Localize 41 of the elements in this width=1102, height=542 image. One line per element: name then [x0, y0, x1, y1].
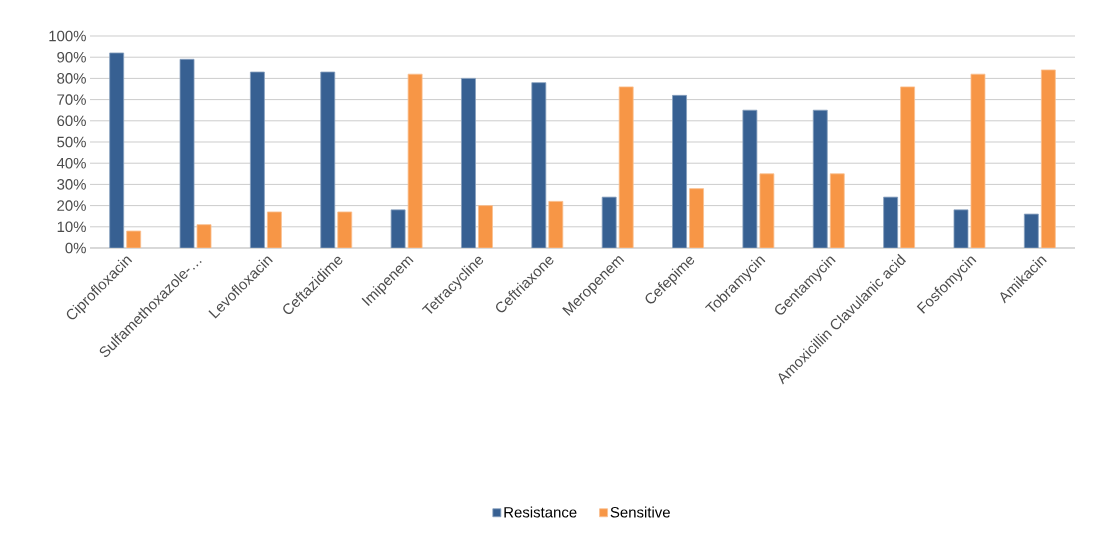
y-tick-label: 80% [57, 73, 86, 84]
legend-label: Resistance [504, 506, 577, 518]
bar [179, 58, 195, 248]
bar [742, 109, 758, 248]
bar [829, 173, 845, 248]
y-tick-label: 60% [57, 115, 86, 127]
y-tick-label: 30% [57, 179, 86, 190]
legend-label: Sensitive [610, 506, 670, 518]
bar [390, 209, 406, 248]
bar [337, 211, 353, 248]
bar [109, 52, 125, 248]
y-tick-label: 10% [57, 221, 86, 233]
bar [900, 86, 916, 248]
bar [618, 86, 634, 248]
bar [461, 78, 476, 248]
bar [812, 109, 828, 248]
bar [249, 71, 265, 248]
y-tick-label: 100% [49, 30, 86, 42]
bar [320, 71, 336, 248]
bar [196, 224, 212, 248]
bar [478, 205, 493, 248]
bar [531, 82, 547, 248]
bar [601, 196, 617, 248]
y-tick-label: 0% [65, 242, 86, 254]
y-tick-label: 70% [57, 94, 86, 105]
bar [407, 73, 423, 248]
y-tick-label: 40% [56, 157, 86, 169]
y-tick-label: 90% [57, 51, 86, 63]
bar [266, 211, 282, 248]
bar [759, 173, 775, 248]
bar [1023, 213, 1039, 248]
bar [970, 73, 986, 248]
bar [689, 188, 704, 248]
bar [883, 196, 899, 248]
y-tick-label: 20% [57, 200, 86, 211]
bar [672, 94, 687, 248]
bar [1040, 69, 1056, 248]
bar [126, 230, 142, 248]
bar [953, 209, 969, 248]
bar [548, 200, 564, 248]
y-tick-label: 50% [57, 136, 86, 148]
